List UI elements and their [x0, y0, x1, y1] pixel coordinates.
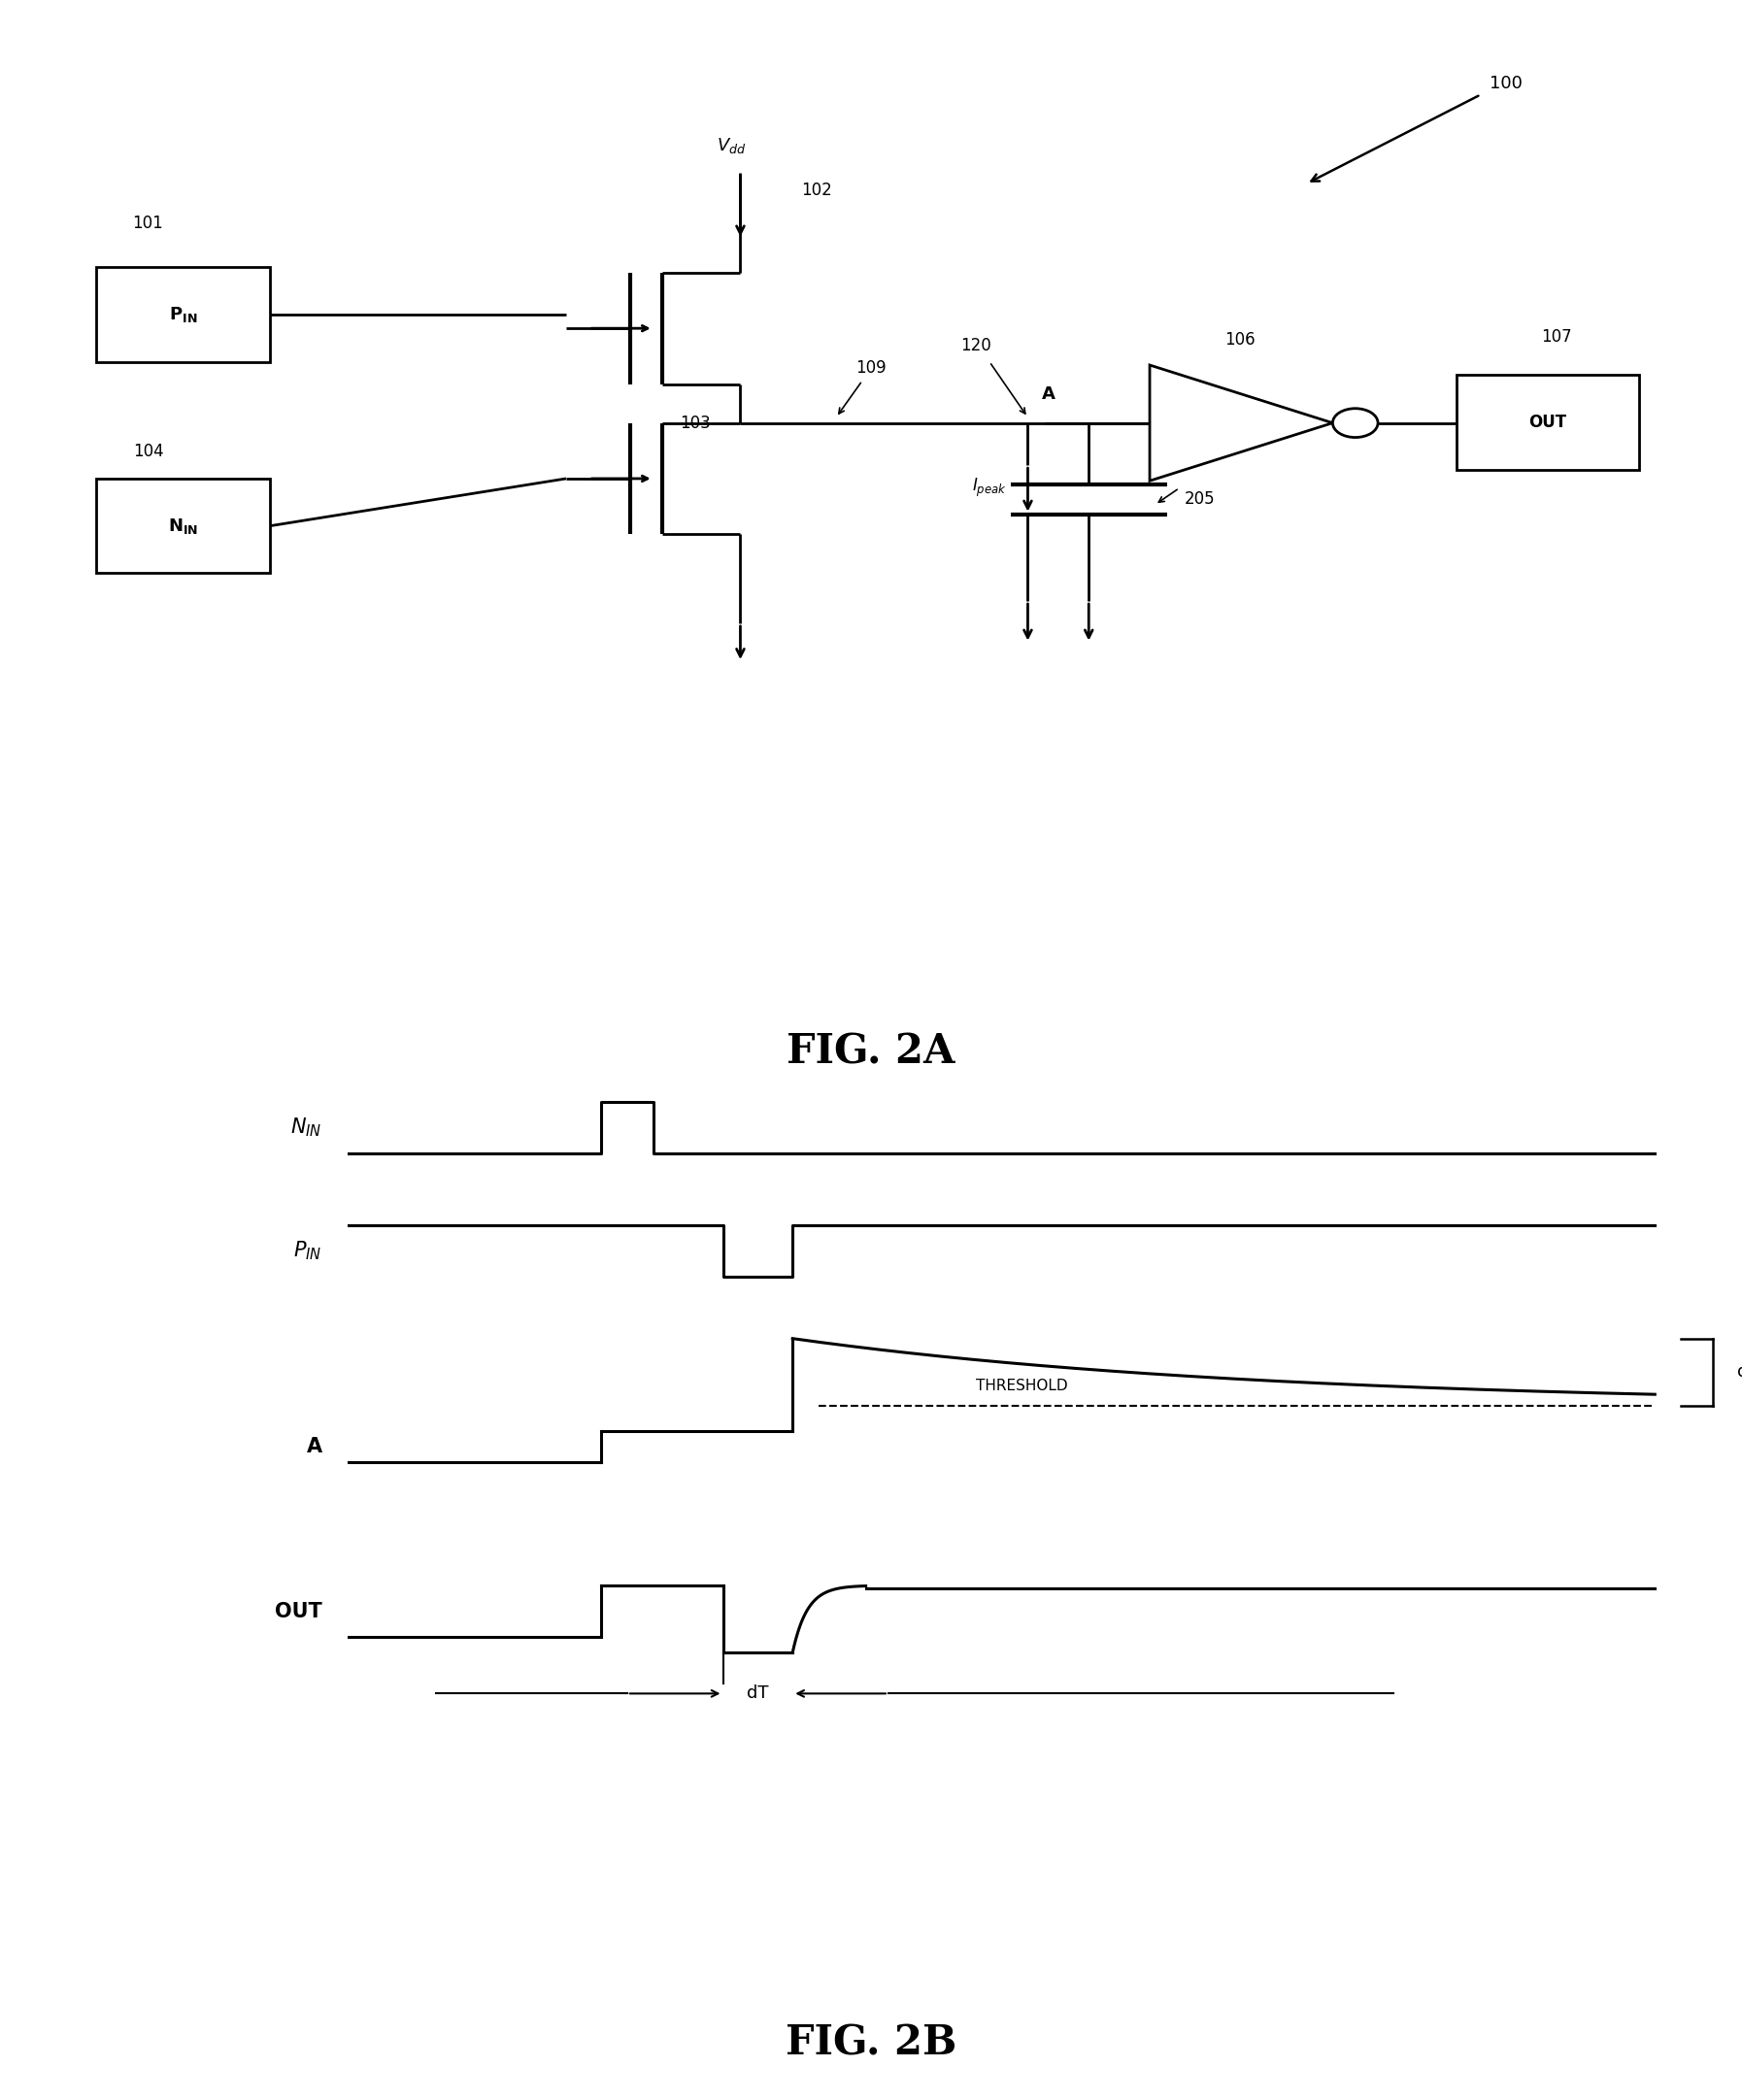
Text: 104: 104 [132, 443, 164, 460]
Text: $V_{dd}$: $V_{dd}$ [718, 136, 746, 155]
Text: 120: 120 [960, 336, 991, 355]
Bar [96, 267, 270, 361]
Text: 102: 102 [801, 181, 833, 200]
Text: 205: 205 [1185, 491, 1216, 508]
Text: $N_{IN}$: $N_{IN}$ [291, 1115, 322, 1138]
Bar [96, 479, 270, 573]
Text: 107: 107 [1542, 328, 1571, 347]
Text: THRESHOLD: THRESHOLD [976, 1378, 1068, 1392]
Text: 101: 101 [132, 214, 164, 231]
Text: $\mathbf{N_{IN}}$: $\mathbf{N_{IN}}$ [167, 517, 199, 536]
Text: $P_{IN}$: $P_{IN}$ [294, 1239, 322, 1262]
Text: 103: 103 [679, 416, 711, 433]
Text: FIG. 2A: FIG. 2A [787, 1031, 955, 1073]
Text: dV: dV [1737, 1363, 1742, 1380]
Text: FIG. 2B: FIG. 2B [786, 2022, 956, 2064]
Text: OUT: OUT [1529, 414, 1566, 430]
Text: 100: 100 [1489, 76, 1523, 92]
Text: $\mathbf{P_{IN}}$: $\mathbf{P_{IN}}$ [169, 304, 197, 323]
Bar [1456, 376, 1639, 470]
Text: A: A [307, 1436, 322, 1455]
Text: 106: 106 [1225, 332, 1256, 349]
Text: OUT: OUT [275, 1602, 322, 1621]
Text: $I_{peak}$: $I_{peak}$ [972, 477, 1007, 500]
Text: 109: 109 [855, 359, 887, 376]
Text: A: A [1042, 386, 1056, 403]
Text: dT: dT [747, 1684, 768, 1703]
